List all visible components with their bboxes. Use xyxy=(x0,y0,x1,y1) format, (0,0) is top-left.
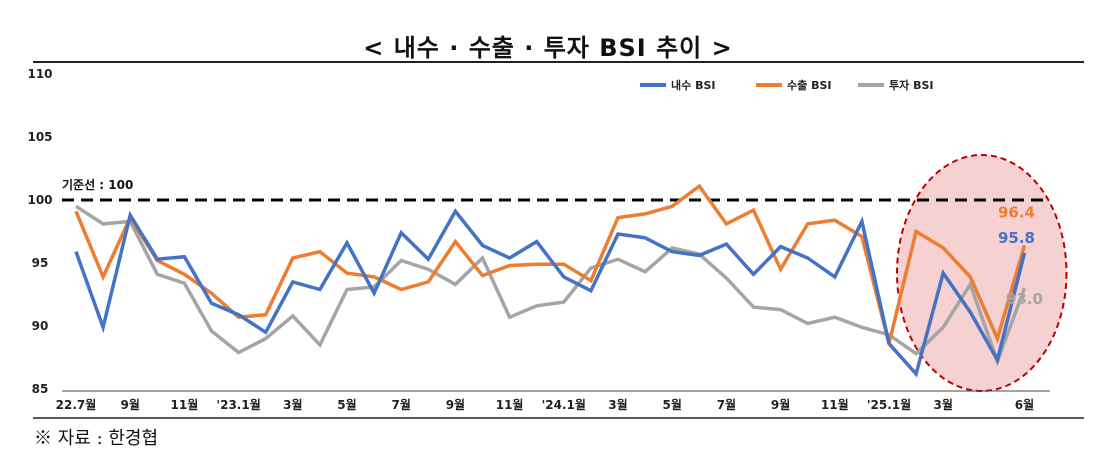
reference-line-label: 기준선 : 100 xyxy=(62,177,133,192)
series-line-3 xyxy=(75,204,1027,367)
x-tick-label: 3월 xyxy=(608,397,627,412)
x-tick-label: 9월 xyxy=(771,397,790,412)
x-tick-label: 11월 xyxy=(821,397,849,412)
x-tick-label: 6월 xyxy=(1015,397,1034,412)
y-tick-label: 100 xyxy=(27,193,52,207)
legend-label-3: 투자 BSI xyxy=(889,78,933,92)
x-tick-label: 3월 xyxy=(283,397,302,412)
x-tick-label: 7월 xyxy=(717,397,736,412)
data-label: 93.0 xyxy=(1006,290,1043,308)
data-label: 96.4 xyxy=(998,203,1035,221)
y-tick-label: 105 xyxy=(27,130,52,144)
x-tick-label: 5월 xyxy=(337,397,356,412)
x-tick-label: '25.1월 xyxy=(867,397,911,412)
source-note: ※ 자료 : 한경협 xyxy=(34,428,159,449)
legend-label-1: 내수 BSI xyxy=(671,78,715,92)
data-label: 95.8 xyxy=(998,229,1035,247)
x-tick-label: '24.1월 xyxy=(542,397,586,412)
x-tick-label: 5월 xyxy=(663,397,682,412)
x-tick-label: '23.1월 xyxy=(216,397,260,412)
x-tick-label: 9월 xyxy=(446,397,465,412)
series-line-1 xyxy=(74,208,1027,378)
y-tick-label: 85 xyxy=(32,382,49,396)
legend-label-2: 수출 BSI xyxy=(787,78,831,92)
x-tick-label: 7월 xyxy=(392,397,411,412)
y-tick-label: 95 xyxy=(32,256,49,270)
chart-title: < 내수 · 수출 · 투자 BSI 추이 > xyxy=(363,34,733,62)
x-tick-label: 22.7월 xyxy=(56,397,97,412)
y-tick-label: 90 xyxy=(32,319,49,333)
x-tick-label: 9월 xyxy=(121,397,140,412)
y-tick-label: 110 xyxy=(27,67,52,81)
x-tick-label: 3월 xyxy=(934,397,953,412)
x-tick-label: 11월 xyxy=(171,397,199,412)
x-tick-label: 11월 xyxy=(496,397,524,412)
